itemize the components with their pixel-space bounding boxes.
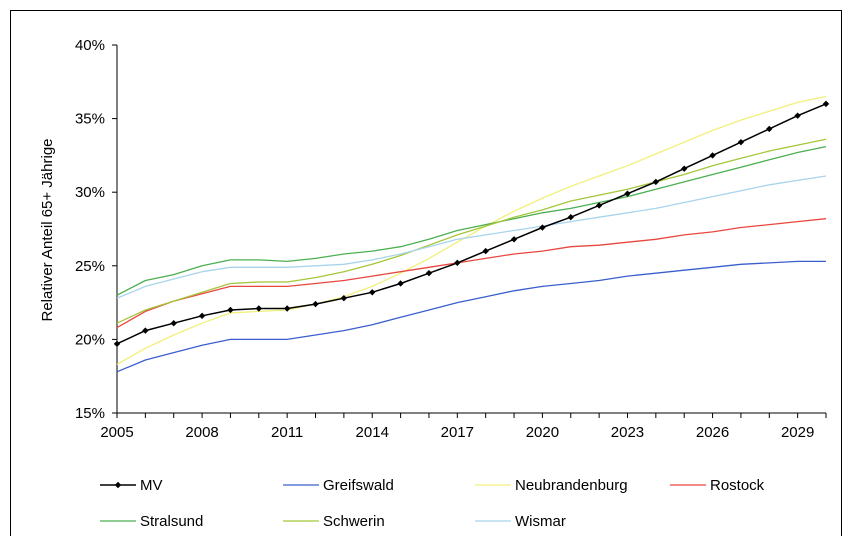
series-line-greifswald <box>116 260 826 373</box>
data-point-mv <box>255 305 262 312</box>
series-line-mv <box>116 103 827 345</box>
legend-marker-mv <box>114 481 122 489</box>
data-point-mv <box>397 280 404 287</box>
data-point-mv <box>142 327 149 334</box>
data-point-mv <box>198 312 206 320</box>
x-tick-label: 2029 <box>781 424 814 441</box>
y-tick-label: 30% <box>75 184 105 201</box>
legend: MV Greifswald Neubrandenburg Rostock Stralsu… <box>100 477 765 530</box>
plot-area: 15% 20% 25% 30% 35% 40% 2005 2008 2011 2014 2017 20… <box>75 37 830 441</box>
data-point-mv <box>567 214 574 221</box>
data-point-mv <box>794 112 801 119</box>
x-tick-label: 2008 <box>185 424 218 441</box>
x-tick-label: 2026 <box>696 424 729 441</box>
data-point-mv <box>709 152 716 159</box>
series-line-rostock <box>116 218 827 329</box>
y-tick-label: 20% <box>75 331 105 348</box>
x-tick-label: 2014 <box>356 424 389 441</box>
x-tick-label: 2005 <box>100 424 133 441</box>
series-line-stralsund <box>116 145 827 296</box>
data-point-mv <box>652 178 660 186</box>
x-tick-label: 2023 <box>611 424 644 441</box>
chart-frame <box>10 10 842 536</box>
series-line-wismar <box>116 175 827 299</box>
legend-label-neubrandenburg: Neubrandenburg <box>515 477 628 494</box>
data-point-mv <box>340 294 348 302</box>
data-point-mv <box>454 259 461 267</box>
legend-label-greifswald: Greifswald <box>323 477 394 494</box>
legend-label-mv: MV <box>140 477 163 494</box>
data-point-mv <box>425 269 433 277</box>
y-tick-label: 35% <box>75 111 105 128</box>
data-point-mv <box>113 340 121 348</box>
legend-label-schwerin: Schwerin <box>323 513 385 530</box>
data-point-mv <box>681 165 688 172</box>
data-point-mv <box>482 247 489 255</box>
data-point-mv <box>312 300 319 308</box>
series-line-neubrandenburg <box>116 95 827 365</box>
y-tick-label: 25% <box>75 258 105 275</box>
data-point-mv <box>227 306 234 314</box>
data-point-mv <box>822 100 830 108</box>
series-line-schwerin <box>116 138 827 324</box>
x-tick-label: 2017 <box>441 424 474 441</box>
data-point-mv <box>369 289 376 296</box>
data-point-mv <box>510 236 518 243</box>
legend-label-wismar: Wismar <box>515 513 566 530</box>
data-point-mv <box>170 320 177 327</box>
data-point-mv <box>283 305 291 312</box>
legend-label-stralsund: Stralsund <box>140 513 203 530</box>
y-axis-label: Relativer Anteil 65+ Jährige <box>39 138 56 321</box>
y-tick-label: 40% <box>75 37 105 54</box>
x-tick-label: 2011 <box>271 424 303 441</box>
data-point-mv <box>766 125 773 133</box>
data-point-mv <box>737 138 745 146</box>
y-tick-label: 15% <box>75 405 105 422</box>
legend-label-rostock: Rostock <box>710 477 765 494</box>
data-point-mv <box>539 224 546 231</box>
data-point-mv <box>595 202 603 209</box>
x-tick-label: 2020 <box>526 424 559 441</box>
data-point-mv <box>624 190 631 197</box>
